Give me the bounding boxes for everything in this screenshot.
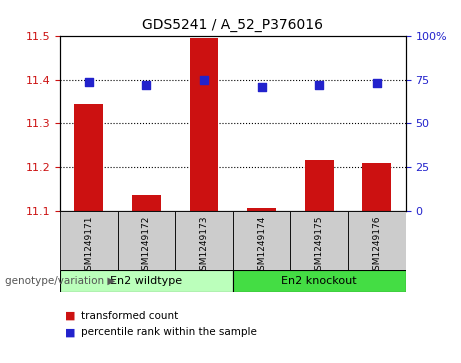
Point — [85, 79, 92, 85]
Bar — [233, 270, 406, 292]
Point — [373, 81, 381, 86]
Bar — [362, 163, 391, 211]
Bar — [247, 208, 276, 211]
Bar — [305, 160, 334, 211]
Point — [315, 82, 323, 88]
Text: GSM1249175: GSM1249175 — [315, 215, 324, 276]
Bar — [60, 270, 233, 292]
Text: GSM1249176: GSM1249176 — [372, 215, 381, 276]
Text: genotype/variation ▶: genotype/variation ▶ — [5, 276, 115, 286]
Bar — [348, 211, 406, 270]
Point — [200, 77, 207, 83]
Point — [258, 84, 266, 90]
Text: GSM1249172: GSM1249172 — [142, 215, 151, 276]
Bar — [175, 211, 233, 270]
Text: transformed count: transformed count — [81, 311, 178, 321]
Point — [142, 82, 150, 88]
Bar — [118, 211, 175, 270]
Text: GSM1249174: GSM1249174 — [257, 215, 266, 276]
Text: En2 wildtype: En2 wildtype — [110, 276, 183, 286]
Bar — [290, 211, 348, 270]
Text: percentile rank within the sample: percentile rank within the sample — [81, 327, 257, 337]
Text: GSM1249173: GSM1249173 — [200, 215, 208, 276]
Bar — [132, 195, 161, 211]
Text: ■: ■ — [65, 327, 75, 337]
Text: GSM1249171: GSM1249171 — [84, 215, 93, 276]
Bar — [60, 211, 118, 270]
Bar — [74, 104, 103, 211]
Text: ■: ■ — [65, 311, 75, 321]
Text: En2 knockout: En2 knockout — [281, 276, 357, 286]
Title: GDS5241 / A_52_P376016: GDS5241 / A_52_P376016 — [142, 19, 323, 33]
Bar — [233, 211, 290, 270]
Bar — [189, 38, 219, 211]
